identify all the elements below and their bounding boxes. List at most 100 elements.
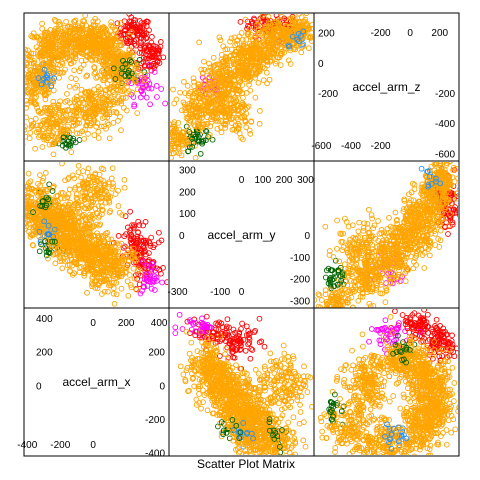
- scatter-point: [205, 102, 212, 109]
- scatter-point: [246, 78, 252, 85]
- scatter-point: [250, 46, 257, 52]
- scatter-point: [51, 75, 57, 82]
- scatter-point: [148, 266, 155, 273]
- scatter-point: [130, 245, 137, 252]
- scatter-point: [17, 87, 22, 92]
- scatter-point: [447, 214, 454, 221]
- scatter-point: [216, 34, 223, 41]
- scatter-point: [52, 238, 58, 245]
- scatter-point: [305, 45, 312, 52]
- scatter-point: [135, 218, 142, 225]
- scatter-point: [50, 233, 57, 240]
- scatter-point: [86, 220, 93, 227]
- scatter-point: [170, 138, 173, 145]
- scatter-point: [260, 77, 267, 84]
- scatter-point: [130, 19, 137, 26]
- scatter-point: [252, 94, 259, 101]
- scatter-point: [63, 144, 69, 151]
- scatter-point: [67, 199, 73, 206]
- scatter-point: [131, 77, 138, 83]
- scatter-point: [285, 42, 292, 49]
- scatter-point: [45, 59, 52, 66]
- scatter-point: [208, 118, 215, 125]
- scatter-point: [138, 72, 144, 78]
- scatter-point: [136, 50, 143, 56]
- scatter-point: [25, 220, 32, 227]
- scatter-point: [199, 70, 206, 76]
- scatter-point: [125, 257, 132, 264]
- scatter-point: [268, 40, 274, 47]
- scatter-point: [127, 251, 134, 258]
- scatter-point: [222, 56, 229, 63]
- scatter-point: [243, 36, 250, 43]
- scatter-point: [91, 189, 98, 196]
- scatter-point: [204, 85, 210, 92]
- scatter-point: [54, 57, 61, 64]
- scatter-point: [74, 246, 81, 253]
- scatter-point: [51, 47, 58, 54]
- scatter-point: [142, 75, 148, 82]
- scatter-point: [140, 222, 146, 229]
- scatter-point: [44, 186, 50, 193]
- scatter-point: [266, 47, 273, 54]
- scatter-point: [456, 212, 458, 218]
- scatter-point: [155, 50, 162, 57]
- scatter-point: [62, 66, 68, 73]
- scatter-point: [26, 71, 32, 78]
- scatter-point: [94, 188, 101, 195]
- scatter-point: [39, 88, 45, 94]
- scatter-point: [205, 97, 212, 103]
- scatter-point: [38, 62, 45, 68]
- scatter-point: [103, 31, 110, 37]
- scatter-point: [141, 77, 148, 84]
- scatter-point: [41, 136, 48, 143]
- scatter-point: [352, 284, 359, 290]
- scatter-point: [100, 77, 106, 84]
- scatter-point: [83, 241, 90, 248]
- scatter-point: [64, 91, 70, 97]
- scatter-point: [179, 134, 186, 140]
- scatter-point: [73, 209, 80, 215]
- scatter-point: [36, 134, 42, 140]
- scatter-point: [236, 122, 243, 129]
- scatter-point: [77, 34, 84, 41]
- scatter-point: [86, 30, 93, 37]
- scatter-point: [125, 66, 131, 73]
- scatter-point: [140, 32, 146, 39]
- scatter-point: [222, 125, 228, 131]
- scatter-point: [27, 56, 34, 63]
- scatter-point: [149, 260, 156, 267]
- scatter-point: [18, 61, 23, 66]
- scatter-point: [97, 221, 104, 228]
- scatter-point: [235, 111, 241, 117]
- scatter-point: [138, 247, 145, 253]
- scatter-point: [148, 85, 155, 92]
- scatter-point: [59, 258, 65, 264]
- scatter-point: [67, 37, 73, 43]
- scatter-point: [77, 236, 83, 243]
- scatter-point: [44, 72, 50, 78]
- scatter-point: [274, 33, 281, 40]
- scatter-point: [29, 34, 36, 40]
- scatter-point: [211, 88, 218, 95]
- scatter-point: [201, 58, 207, 65]
- scatter-point: [68, 149, 75, 155]
- scatter-point: [41, 66, 48, 73]
- scatter-point: [42, 217, 49, 224]
- scatter-point: [32, 115, 39, 122]
- scatter-point: [183, 110, 190, 116]
- scatter-point: [86, 227, 93, 233]
- scatter-point: [25, 52, 31, 58]
- scatter-point: [18, 193, 23, 198]
- scatter-point: [38, 224, 45, 230]
- scatter-point: [237, 59, 244, 66]
- scatter-point: [243, 124, 250, 131]
- scatter-point: [66, 141, 73, 148]
- scatter-point: [126, 54, 133, 60]
- scatter-point: [38, 81, 45, 88]
- scatter-point: [192, 155, 199, 160]
- scatter-point: [418, 165, 425, 172]
- scatter-point: [118, 285, 125, 292]
- scatter-point: [123, 95, 129, 101]
